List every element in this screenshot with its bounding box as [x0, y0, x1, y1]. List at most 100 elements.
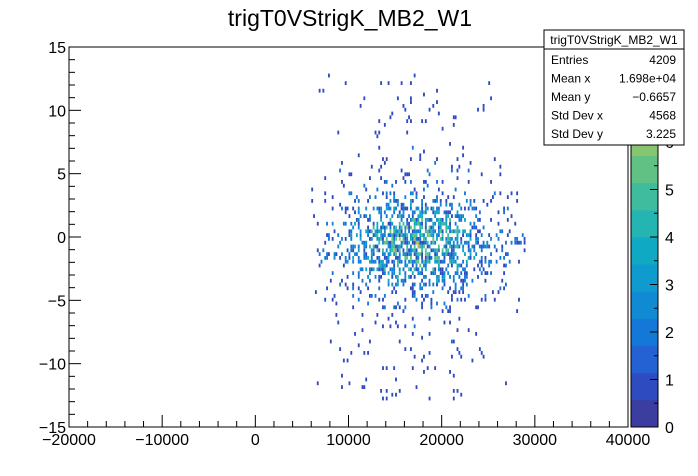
heatmap-cell: [396, 301, 399, 306]
heatmap-cell: [357, 343, 360, 348]
heatmap-cell: [404, 240, 407, 245]
heatmap-cell: [445, 267, 448, 272]
heatmap-cell: [391, 248, 394, 253]
heatmap-cell: [382, 252, 384, 256]
heatmap-cell: [413, 248, 416, 253]
heatmap-cell: [460, 286, 463, 291]
heatmap-cell: [445, 218, 448, 222]
heatmap-cell: [514, 237, 517, 241]
heatmap-cell: [411, 259, 414, 264]
heatmap-cell: [449, 218, 451, 222]
heatmap-cell: [391, 259, 394, 264]
heatmap-cell: [398, 233, 401, 237]
heatmap-cell: [395, 229, 397, 234]
heatmap-cell: [449, 252, 451, 256]
heatmap-cell: [350, 221, 353, 226]
heatmap-cell: [417, 229, 420, 234]
heatmap-cell: [383, 233, 386, 237]
heatmap-cell: [368, 176, 371, 180]
heatmap-cell: [378, 275, 381, 279]
heatmap-cell: [501, 248, 504, 253]
heatmap-cell: [518, 259, 520, 264]
heatmap-cell: [391, 111, 394, 116]
heatmap-cell: [469, 252, 472, 256]
heatmap-cell: [411, 286, 414, 291]
heatmap-cell: [363, 214, 366, 218]
heatmap-cell: [413, 244, 416, 249]
heatmap-cell: [415, 229, 418, 234]
heatmap-cell: [460, 263, 463, 268]
heatmap-cell: [389, 199, 392, 203]
heatmap-cell: [482, 244, 485, 249]
heatmap-cell: [423, 210, 425, 215]
heatmap-cell: [419, 233, 422, 237]
heatmap-cell: [385, 396, 388, 401]
heatmap-cell: [387, 278, 390, 283]
heatmap-cell: [382, 157, 384, 161]
heatmap-cell: [406, 218, 409, 222]
x-tick-label: −10000: [135, 432, 189, 449]
heatmap-cell: [324, 199, 327, 203]
heatmap-cell: [506, 206, 509, 211]
heatmap-cell: [443, 252, 446, 256]
stats-label: Mean y: [551, 90, 590, 104]
heatmap-cell: [408, 225, 410, 230]
heatmap-cell: [395, 248, 397, 253]
heatmap-cell: [368, 195, 371, 199]
heatmap-cell: [339, 202, 342, 207]
heatmap-cell: [400, 81, 403, 85]
heatmap-cell: [372, 259, 375, 264]
heatmap-cell: [413, 210, 416, 215]
heatmap-cell: [452, 275, 455, 279]
heatmap-cell: [380, 176, 383, 180]
heatmap-cell: [449, 240, 451, 245]
heatmap-cell: [404, 278, 407, 283]
heatmap-cell: [339, 347, 342, 351]
palette-band: [631, 237, 658, 265]
heatmap-cell: [380, 164, 383, 169]
heatmap-cell: [408, 214, 410, 218]
heatmap-cell: [417, 259, 420, 264]
heatmap-cell: [460, 237, 463, 241]
heatmap-cell: [428, 278, 431, 283]
heatmap-cell: [383, 271, 386, 275]
heatmap-cell: [406, 248, 409, 253]
heatmap-cell: [452, 240, 455, 245]
heatmap-cell: [460, 354, 463, 359]
heatmap-cell: [471, 278, 474, 283]
heatmap-cell: [452, 229, 455, 234]
heatmap-cell: [441, 252, 444, 256]
heatmap-cell: [357, 153, 360, 158]
heatmap-cell: [456, 237, 459, 241]
heatmap-cell: [467, 328, 470, 332]
heatmap-cell: [408, 229, 410, 234]
heatmap-cell: [424, 252, 427, 256]
heatmap-cell: [404, 347, 407, 351]
heatmap-cell: [367, 351, 369, 355]
heatmap-cell: [454, 286, 457, 291]
heatmap-cell: [400, 168, 403, 173]
heatmap-cell: [486, 271, 489, 275]
heatmap-cell: [432, 237, 435, 241]
heatmap-cell: [387, 252, 390, 256]
heatmap-cell: [331, 195, 334, 199]
heatmap-cell: [456, 389, 459, 393]
heatmap-cell: [387, 206, 390, 211]
heatmap-cell: [413, 267, 416, 272]
heatmap-cell: [447, 309, 450, 313]
heatmap-cell: [413, 282, 416, 287]
heatmap-cell: [449, 142, 451, 146]
stats-label: Std Dev x: [551, 109, 603, 123]
heatmap-cell: [475, 225, 478, 230]
heatmap-cell: [488, 244, 491, 249]
heatmap-cell: [363, 96, 366, 101]
heatmap-cell: [424, 229, 427, 234]
heatmap-cell: [415, 221, 418, 226]
heatmap-cell: [480, 263, 483, 268]
heatmap-cell: [406, 206, 409, 211]
heatmap-cell: [398, 389, 401, 393]
heatmap-cell: [452, 259, 455, 264]
heatmap-cell: [419, 263, 422, 268]
heatmap-cell: [460, 214, 463, 218]
